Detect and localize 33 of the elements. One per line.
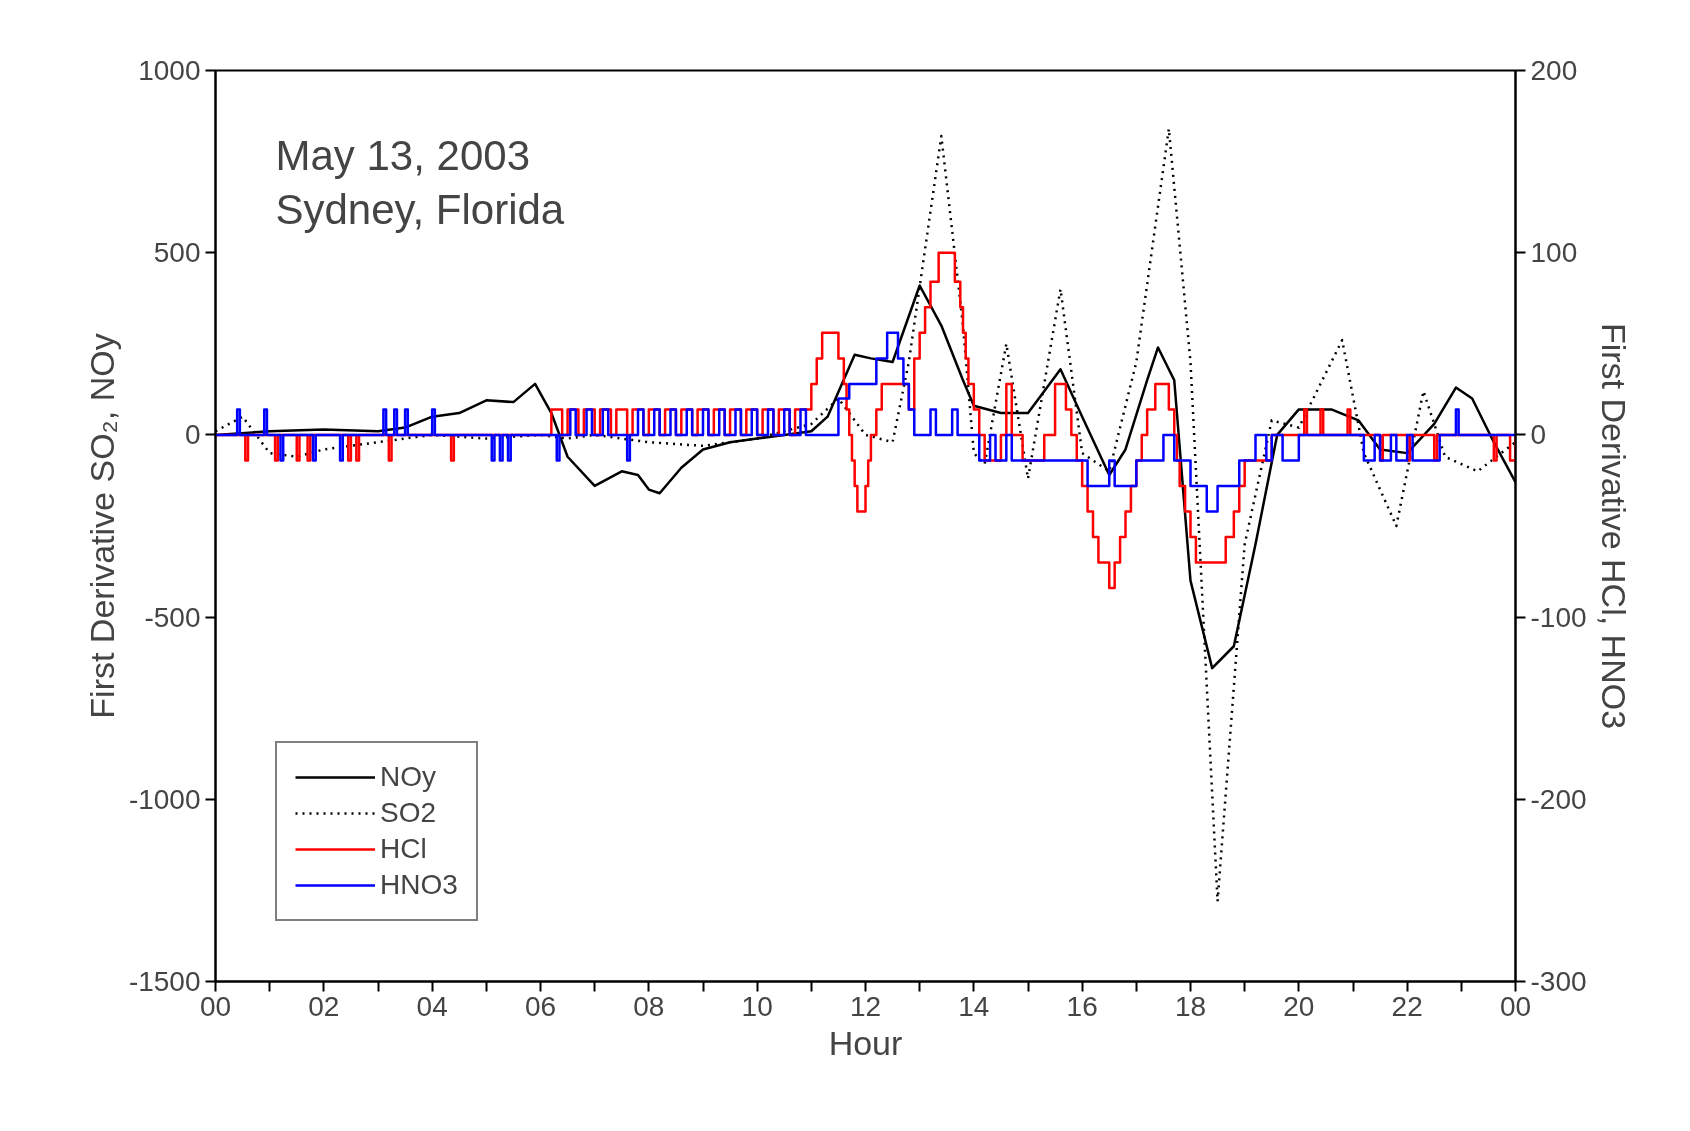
x-tick-label: 14 (958, 990, 990, 1022)
y-tick-label: -500 (144, 601, 201, 633)
x-tick-label: 04 (416, 990, 448, 1022)
x-tick-label: 00 (199, 990, 232, 1022)
x-tick-label: 20 (1283, 990, 1315, 1022)
x-tick-label: 22 (1391, 990, 1423, 1022)
legend-label: NOy (380, 761, 436, 793)
x-tick-label: 00 (1499, 990, 1532, 1022)
legend-label: SO2 (380, 797, 437, 829)
y2-tick-label: -100 (1530, 601, 1587, 633)
y2-tick-label: -300 (1530, 966, 1587, 997)
y-axis-title: First Derivative SO₂, NOy (82, 333, 121, 719)
y-tick-label: 500 (153, 237, 201, 269)
y-tick-label: 1000 (138, 55, 201, 86)
y2-axis-title: First Derivative HCl, HNO3 (1594, 322, 1633, 730)
y2-tick-label: 100 (1530, 237, 1578, 269)
x-tick-label: 10 (741, 990, 773, 1022)
y2-tick-label: 0 (1530, 419, 1547, 451)
x-tick-label: 02 (308, 990, 340, 1022)
x-tick-label: 18 (1174, 990, 1207, 1022)
x-tick-label: 12 (849, 990, 882, 1022)
x-axis-title: Hour (828, 1023, 903, 1062)
y2-tick-label: -200 (1530, 783, 1587, 815)
legend-label: HCl (380, 833, 427, 865)
annotation: May 13, 2003 Sydney, Florida (275, 131, 565, 233)
y-tick-label: -1000 (128, 783, 201, 815)
legend-label: HNO3 (380, 869, 458, 901)
x-tick-label: 06 (524, 990, 557, 1022)
x-tick-label: 08 (633, 990, 665, 1022)
x-tick-label: 16 (1066, 990, 1098, 1022)
y2-tick-label: 200 (1530, 55, 1578, 86)
y-tick-label: -1500 (128, 966, 201, 997)
y-tick-label: 0 (184, 419, 201, 451)
